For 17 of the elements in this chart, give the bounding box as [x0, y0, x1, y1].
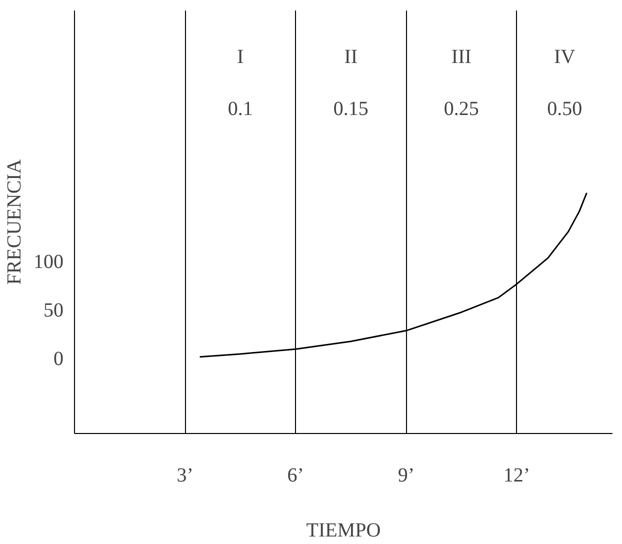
x-tick-label: 9’: [398, 464, 414, 486]
y-tick-label: 100: [34, 250, 64, 273]
annotation: 0.50: [547, 98, 582, 120]
x-axis-title: TIEMPO: [306, 520, 381, 542]
annotation: III: [451, 46, 472, 68]
annotation: 0.1: [228, 98, 253, 120]
annotation: I: [236, 46, 244, 68]
x-tick-label: 12’: [503, 464, 530, 486]
y-tick-label: 0: [54, 348, 64, 370]
annotation: 0.15: [333, 98, 368, 120]
annotation: 0.25: [444, 98, 479, 120]
annotation: II: [344, 46, 358, 68]
y-axis-title: FRECUENCIA: [4, 158, 26, 285]
annotation: IV: [554, 46, 576, 68]
x-tick-label: 3’: [176, 464, 194, 486]
y-tick-label: 50: [44, 299, 64, 322]
x-tick-label: 6’: [287, 464, 304, 486]
